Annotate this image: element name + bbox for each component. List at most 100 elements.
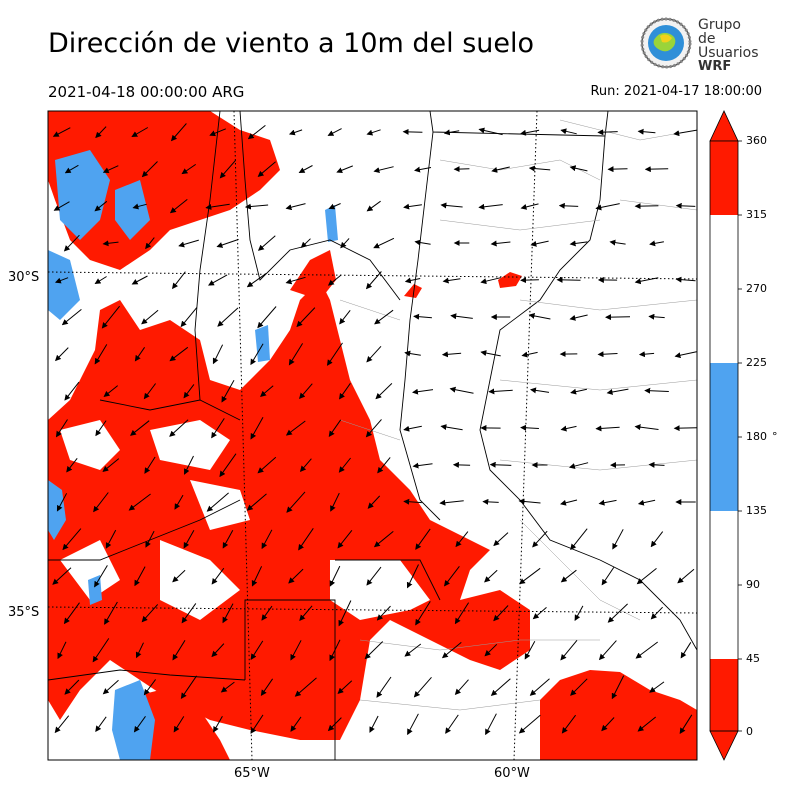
wind-arrow [560,128,577,135]
wind-arrow [606,388,629,395]
wind-arrow [373,237,395,249]
wind-arrow [518,714,541,734]
wind-arrow [329,639,341,662]
wind-arrow [634,277,659,285]
wind-arrow [105,529,117,549]
wind-arrow [403,498,422,505]
wind-arrow [404,277,421,284]
red-region-north [48,111,280,270]
wind-arrow [569,240,588,247]
wind-arrow [173,716,185,733]
lat-tick-30s: 30°S [8,270,40,285]
wind-arrow [598,499,617,506]
wind-arrow [246,493,267,511]
wind-arrow [213,715,223,733]
map-frame [47,110,698,761]
wind-arrow [595,425,620,432]
wind-arrow [141,604,159,623]
wind-arrow [299,605,313,621]
wind-arrow [94,565,108,588]
wind-arrow [327,128,342,136]
wind-arrow [143,383,157,400]
wind-arrow [339,309,351,325]
wind-arrow [366,129,381,136]
wind-arrow [94,344,108,365]
wind-arrow [288,343,304,366]
wind-arrow [328,419,342,438]
white-hole-5 [330,560,430,620]
wind-arrow [482,498,499,505]
white-hole-1 [60,420,120,470]
wind-arrow [172,569,186,583]
wind-arrow [95,420,107,437]
red-patch-center [404,284,422,298]
wind-arrow [286,491,306,513]
wind-direction-field [48,111,697,760]
wind-arrow [285,276,306,285]
wind-arrow [169,346,189,362]
wind-arrow [183,530,195,549]
wind-arrow [649,681,665,693]
wind-arrow [530,240,549,247]
wind-arrow [570,388,588,395]
wind-arrow [403,203,422,210]
wind-arrow [54,715,70,734]
wind-arrow [415,601,431,626]
wind-arrow [402,128,423,135]
wind-arrow [490,678,511,696]
wind-arrow [104,601,118,625]
wind-arrow [365,271,382,290]
wind-arrow [180,307,198,328]
wind-arrow [52,127,71,137]
wind-arrow [211,418,225,439]
wind-arrow [480,350,501,357]
wind-arrow [445,714,459,734]
wind-arrow [130,420,150,436]
wind-arrow [558,202,579,209]
wind-arrow [211,643,225,658]
wind-arrow [250,417,264,440]
wind-arrow [285,420,306,436]
wind-arrow [219,453,237,478]
wind-arrow [364,641,384,660]
logo-line1: Grupo de [698,17,741,47]
wind-arrow [442,277,461,284]
wind-arrow [376,605,391,621]
wind-arrow [530,387,550,394]
grupo-usuarios-wrf-logo: Grupo de Usuarios WRF [638,16,759,74]
wind-arrow [128,493,151,511]
wind-arrow [141,161,158,178]
wind-arrow [178,239,199,248]
colorbar-tick-180: 180 [746,430,767,443]
wind-arrow [374,309,394,325]
wind-arrow [443,565,460,587]
wind-arrow [455,531,469,548]
valid-time: 2021-04-18 00:00:00 ARG [48,83,245,101]
wind-arrow [561,714,576,734]
wind-arrow [251,566,263,587]
wind-arrow [528,312,551,320]
wind-arrow [524,641,536,660]
wind-arrow [521,351,538,358]
wind-arrow [250,640,264,660]
wind-arrow [677,568,695,584]
wind-arrow [170,123,187,142]
wind-arrow [53,201,70,211]
wind-arrow [595,203,620,211]
lon-tick-60w: 60°W [494,766,530,781]
wind-arrow [636,568,657,585]
wind-arrow [673,425,697,432]
wind-arrow [638,351,655,358]
wind-arrow [257,235,276,251]
wind-arrow [246,272,267,288]
wind-arrow [648,313,665,320]
wind-arrow [403,425,422,432]
wind-arrow [244,203,269,210]
wind-arrow [454,602,470,625]
wind-arrow [493,605,509,622]
wind-arrow [250,343,264,366]
wind-arrow [597,129,618,136]
colorbar-extend-top [709,110,739,142]
logo-line2: Usuarios [698,45,759,61]
wind-arrow [209,128,226,137]
